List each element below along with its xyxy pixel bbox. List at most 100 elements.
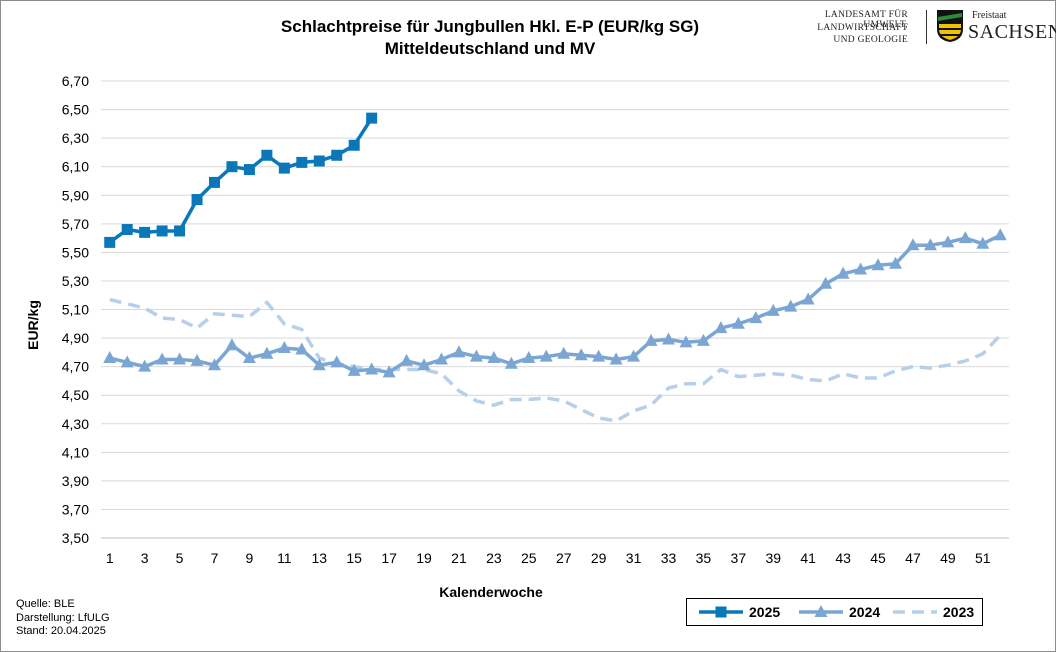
series-2024-point bbox=[417, 358, 431, 371]
series-2024-point bbox=[609, 352, 623, 365]
x-tick-label: 5 bbox=[176, 550, 184, 566]
x-tick-label: 37 bbox=[731, 550, 747, 566]
x-tick-labels: 1 3 5 7 9 11 13 15 17 19 21 23 25 27 29 31 33 35 37 39 41 43 4… bbox=[106, 550, 991, 566]
y-tick-label: 4,70 bbox=[62, 359, 89, 375]
series-2024-point bbox=[644, 333, 658, 346]
y-tick-label: 5,70 bbox=[62, 216, 89, 232]
x-tick-label: 23 bbox=[486, 550, 502, 566]
x-tick-label: 29 bbox=[591, 550, 607, 566]
series-2024-point bbox=[557, 346, 571, 359]
x-tick-label: 35 bbox=[696, 550, 712, 566]
y-tick-label: 6,50 bbox=[62, 102, 89, 118]
x-tick-label: 31 bbox=[626, 550, 642, 566]
series-2025-point bbox=[174, 225, 186, 237]
series-2024-point bbox=[382, 365, 396, 378]
series-2024-point bbox=[574, 348, 588, 361]
series-2024-point bbox=[330, 355, 344, 368]
series-2025-point bbox=[156, 225, 168, 237]
series-2024-point bbox=[400, 353, 414, 366]
series-2024-point bbox=[487, 351, 501, 364]
x-tick-label: 19 bbox=[416, 550, 432, 566]
series-2024-point bbox=[347, 363, 361, 376]
series-2024-point bbox=[312, 358, 326, 371]
legend-label-2023: 2023 bbox=[943, 604, 974, 620]
x-tick-label: 49 bbox=[940, 550, 956, 566]
legend-label-2024: 2024 bbox=[849, 604, 880, 620]
series-2024-point bbox=[452, 345, 466, 358]
x-tick-label: 7 bbox=[211, 550, 219, 566]
x-tick-label: 3 bbox=[141, 550, 149, 566]
series-2025-point bbox=[261, 149, 273, 161]
series-2024-point bbox=[365, 362, 379, 375]
series-2024-point bbox=[731, 316, 745, 329]
y-tick-label: 4,50 bbox=[62, 387, 89, 403]
series-2024-point bbox=[120, 355, 134, 368]
series-2024-point bbox=[696, 333, 710, 346]
series-2024-point bbox=[522, 351, 536, 364]
y-tick-label: 6,10 bbox=[62, 159, 89, 175]
series-2024-point bbox=[801, 292, 815, 305]
x-tick-label: 13 bbox=[311, 550, 327, 566]
y-tick-label: 6,70 bbox=[62, 73, 89, 89]
series-lines bbox=[103, 112, 1007, 423]
x-tick-label: 21 bbox=[451, 550, 467, 566]
series-2024-point bbox=[190, 353, 204, 366]
x-tick-label: 39 bbox=[765, 550, 781, 566]
legend: 2025 2024 2023 bbox=[686, 598, 983, 626]
series-2024-point bbox=[749, 311, 763, 324]
stand-note: Stand: 20.04.2025 bbox=[16, 625, 106, 637]
series-2024-point bbox=[889, 256, 902, 269]
series-2024-point bbox=[976, 236, 990, 249]
x-tick-label: 25 bbox=[521, 550, 537, 566]
y-tick-label: 3,70 bbox=[62, 501, 89, 517]
series-2025-point bbox=[313, 155, 325, 167]
legend-item-2023: 2023 bbox=[893, 604, 974, 620]
series-2024-point bbox=[277, 341, 291, 354]
chart-title: Schlachtpreise für Jungbullen Hkl. E-P (… bbox=[280, 17, 700, 36]
series-2025-point bbox=[296, 156, 308, 168]
series-2024-point bbox=[539, 349, 553, 362]
y-tick-label: 4,30 bbox=[62, 416, 89, 432]
series-2023 bbox=[109, 297, 1002, 423]
legend-label-2025: 2025 bbox=[749, 604, 780, 620]
series-2024-point bbox=[906, 238, 920, 251]
series-2025 bbox=[104, 112, 378, 248]
y-tick-label: 5,10 bbox=[62, 302, 89, 318]
source-note: Quelle: BLE bbox=[16, 598, 75, 610]
logo-lfulg-line1: LANDESAMT FÜR UMWELT, bbox=[824, 10, 908, 30]
series-2024-point bbox=[627, 349, 641, 362]
series-2024-point bbox=[923, 238, 937, 251]
logo-lfulg-line3: UND GEOLOGIE bbox=[833, 35, 908, 45]
legend-marker-2024 bbox=[814, 605, 828, 617]
series-2024-point bbox=[958, 231, 972, 244]
x-tick-label: 51 bbox=[975, 550, 991, 566]
y-tick-label: 5,50 bbox=[62, 244, 89, 260]
x-tick-label: 1 bbox=[106, 550, 114, 566]
series-2025-point bbox=[191, 194, 203, 206]
series-2024-point bbox=[679, 335, 693, 348]
series-2024-point bbox=[103, 351, 117, 364]
series-2024-point bbox=[208, 358, 221, 371]
logo-divider bbox=[926, 10, 927, 44]
series-2023-line bbox=[109, 297, 1002, 423]
y-tick-label: 4,90 bbox=[62, 330, 89, 346]
series-2024-point bbox=[819, 276, 833, 289]
series-2025-point bbox=[226, 161, 238, 173]
series-2024 bbox=[103, 228, 1007, 378]
logo-sachsen: SACHSEN bbox=[968, 21, 1056, 43]
series-2024-point bbox=[941, 235, 955, 248]
x-tick-label: 45 bbox=[870, 550, 886, 566]
series-2024-point bbox=[155, 352, 169, 365]
series-2025-line bbox=[108, 117, 374, 244]
series-2024-point bbox=[242, 351, 256, 364]
logo-freistaat: Freistaat bbox=[972, 10, 1007, 21]
x-tick-label: 11 bbox=[277, 550, 292, 566]
series-2024-point bbox=[993, 228, 1007, 241]
series-2024-point bbox=[173, 352, 187, 365]
series-2025-point bbox=[104, 236, 116, 248]
series-2024-point bbox=[854, 262, 868, 275]
series-2024-point bbox=[662, 332, 675, 345]
series-2024-point bbox=[592, 349, 606, 362]
